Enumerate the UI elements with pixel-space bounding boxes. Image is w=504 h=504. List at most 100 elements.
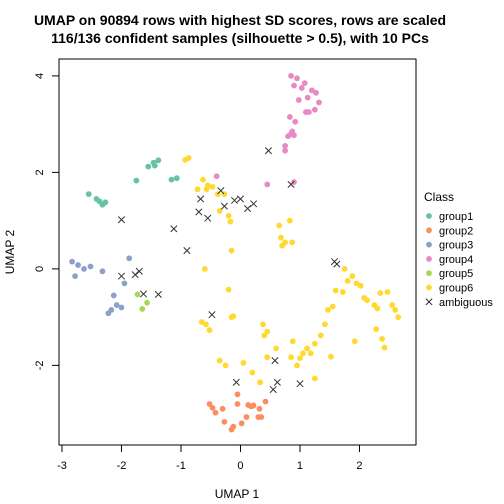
point-group2 xyxy=(212,409,219,416)
point-group6 xyxy=(273,345,280,352)
x-tick-label: 1 xyxy=(297,460,303,472)
point-ambiguous xyxy=(183,246,191,255)
point-group6 xyxy=(395,314,402,321)
point-ambiguous xyxy=(204,214,212,222)
point-group2 xyxy=(221,418,228,425)
point-group4 xyxy=(264,181,271,188)
point-group6 xyxy=(276,222,283,229)
point-ambiguous xyxy=(217,187,225,195)
point-group4 xyxy=(286,114,293,120)
point-group3 xyxy=(81,265,87,272)
point-group4 xyxy=(316,99,322,106)
point-group6 xyxy=(351,338,358,345)
y-tick-label: -2 xyxy=(34,360,46,370)
point-group3 xyxy=(126,255,133,262)
x-axis: -3 -2 -1 0 1 2 xyxy=(57,444,363,472)
y-tick-label: 4 xyxy=(34,73,46,79)
point-group6 xyxy=(289,338,296,345)
point-ambiguous xyxy=(333,260,341,268)
y-axis: -2 0 2 4 xyxy=(34,73,60,370)
point-ambiguous xyxy=(170,225,178,233)
point-group4 xyxy=(292,118,299,125)
point-ambiguous xyxy=(230,196,239,204)
series-group1 xyxy=(85,157,180,208)
point-group6 xyxy=(278,234,284,241)
point-group2 xyxy=(234,401,241,407)
point-group6 xyxy=(311,340,318,347)
point-group6 xyxy=(225,286,232,293)
point-ambiguous xyxy=(236,195,245,203)
point-group6 xyxy=(357,282,364,289)
y-axis-label: UMAP 2 xyxy=(3,229,17,274)
point-group6 xyxy=(328,353,334,360)
point-group6 xyxy=(249,369,256,376)
legend-marker xyxy=(426,284,432,291)
point-ambiguous xyxy=(220,202,228,210)
point-ambiguous xyxy=(232,378,240,386)
point-group1 xyxy=(102,199,109,206)
point-group1 xyxy=(173,175,180,182)
point-group6 xyxy=(329,303,336,310)
x-axis-label: UMAP 1 xyxy=(215,487,260,501)
point-group6 xyxy=(304,345,311,352)
legend-item-group5: group5 xyxy=(426,268,473,280)
point-group6 xyxy=(216,357,223,364)
point-group6 xyxy=(264,328,271,335)
point-group2 xyxy=(219,405,226,412)
point-group6 xyxy=(230,313,237,320)
point-group6 xyxy=(257,379,264,386)
point-group6 xyxy=(216,208,223,214)
point-group6 xyxy=(364,297,371,304)
point-ambiguous xyxy=(208,311,216,319)
x-tick-label: 2 xyxy=(356,460,362,472)
point-ambiguous xyxy=(250,200,258,208)
point-ambiguous xyxy=(244,205,252,213)
x-tick-label: -3 xyxy=(57,460,67,472)
legend-title: Class xyxy=(424,190,454,204)
point-group6 xyxy=(341,265,348,272)
point-group6 xyxy=(201,265,208,272)
point-group3 xyxy=(121,280,128,287)
legend-marker xyxy=(426,241,432,248)
point-group6 xyxy=(289,239,296,246)
point-group6 xyxy=(374,305,381,312)
point-ambiguous xyxy=(269,385,277,394)
point-group4 xyxy=(291,82,297,89)
point-group6 xyxy=(288,354,294,361)
series-group5 xyxy=(134,291,150,312)
point-group4 xyxy=(282,147,288,154)
legend-item-group4: group4 xyxy=(426,254,473,266)
point-group6 xyxy=(373,326,380,333)
legend: Class group1 group2 group3 group4 group5 grou… xyxy=(424,190,493,309)
point-group6 xyxy=(381,344,388,351)
point-group1 xyxy=(85,191,92,198)
legend-item-ambiguous: ambiguous xyxy=(425,297,493,309)
series-group6 xyxy=(182,155,402,386)
point-group6 xyxy=(200,176,206,183)
point-group6 xyxy=(227,218,234,225)
point-group4 xyxy=(295,97,302,103)
legend-label: group2 xyxy=(439,225,473,237)
point-ambiguous xyxy=(264,147,272,155)
point-group6 xyxy=(206,327,213,334)
scatter-points xyxy=(69,72,402,433)
point-ambiguous xyxy=(131,271,139,279)
legend-label: group6 xyxy=(439,283,473,295)
point-group3 xyxy=(105,310,112,317)
point-group1 xyxy=(133,177,140,184)
point-group6 xyxy=(282,239,288,246)
point-group4 xyxy=(301,80,308,87)
chart-title-line-1: UMAP on 90894 rows with highest SD score… xyxy=(34,12,446,28)
legend-marker xyxy=(426,256,432,262)
point-group6 xyxy=(260,321,266,328)
legend-label: group5 xyxy=(439,268,473,280)
point-group1 xyxy=(96,198,103,205)
point-ambiguous xyxy=(117,272,126,280)
point-group3 xyxy=(113,302,120,308)
x-tick-label: -1 xyxy=(176,460,186,472)
point-group2 xyxy=(209,404,216,411)
point-group6 xyxy=(389,302,396,308)
point-group3 xyxy=(87,263,94,270)
point-ambiguous xyxy=(135,267,143,275)
